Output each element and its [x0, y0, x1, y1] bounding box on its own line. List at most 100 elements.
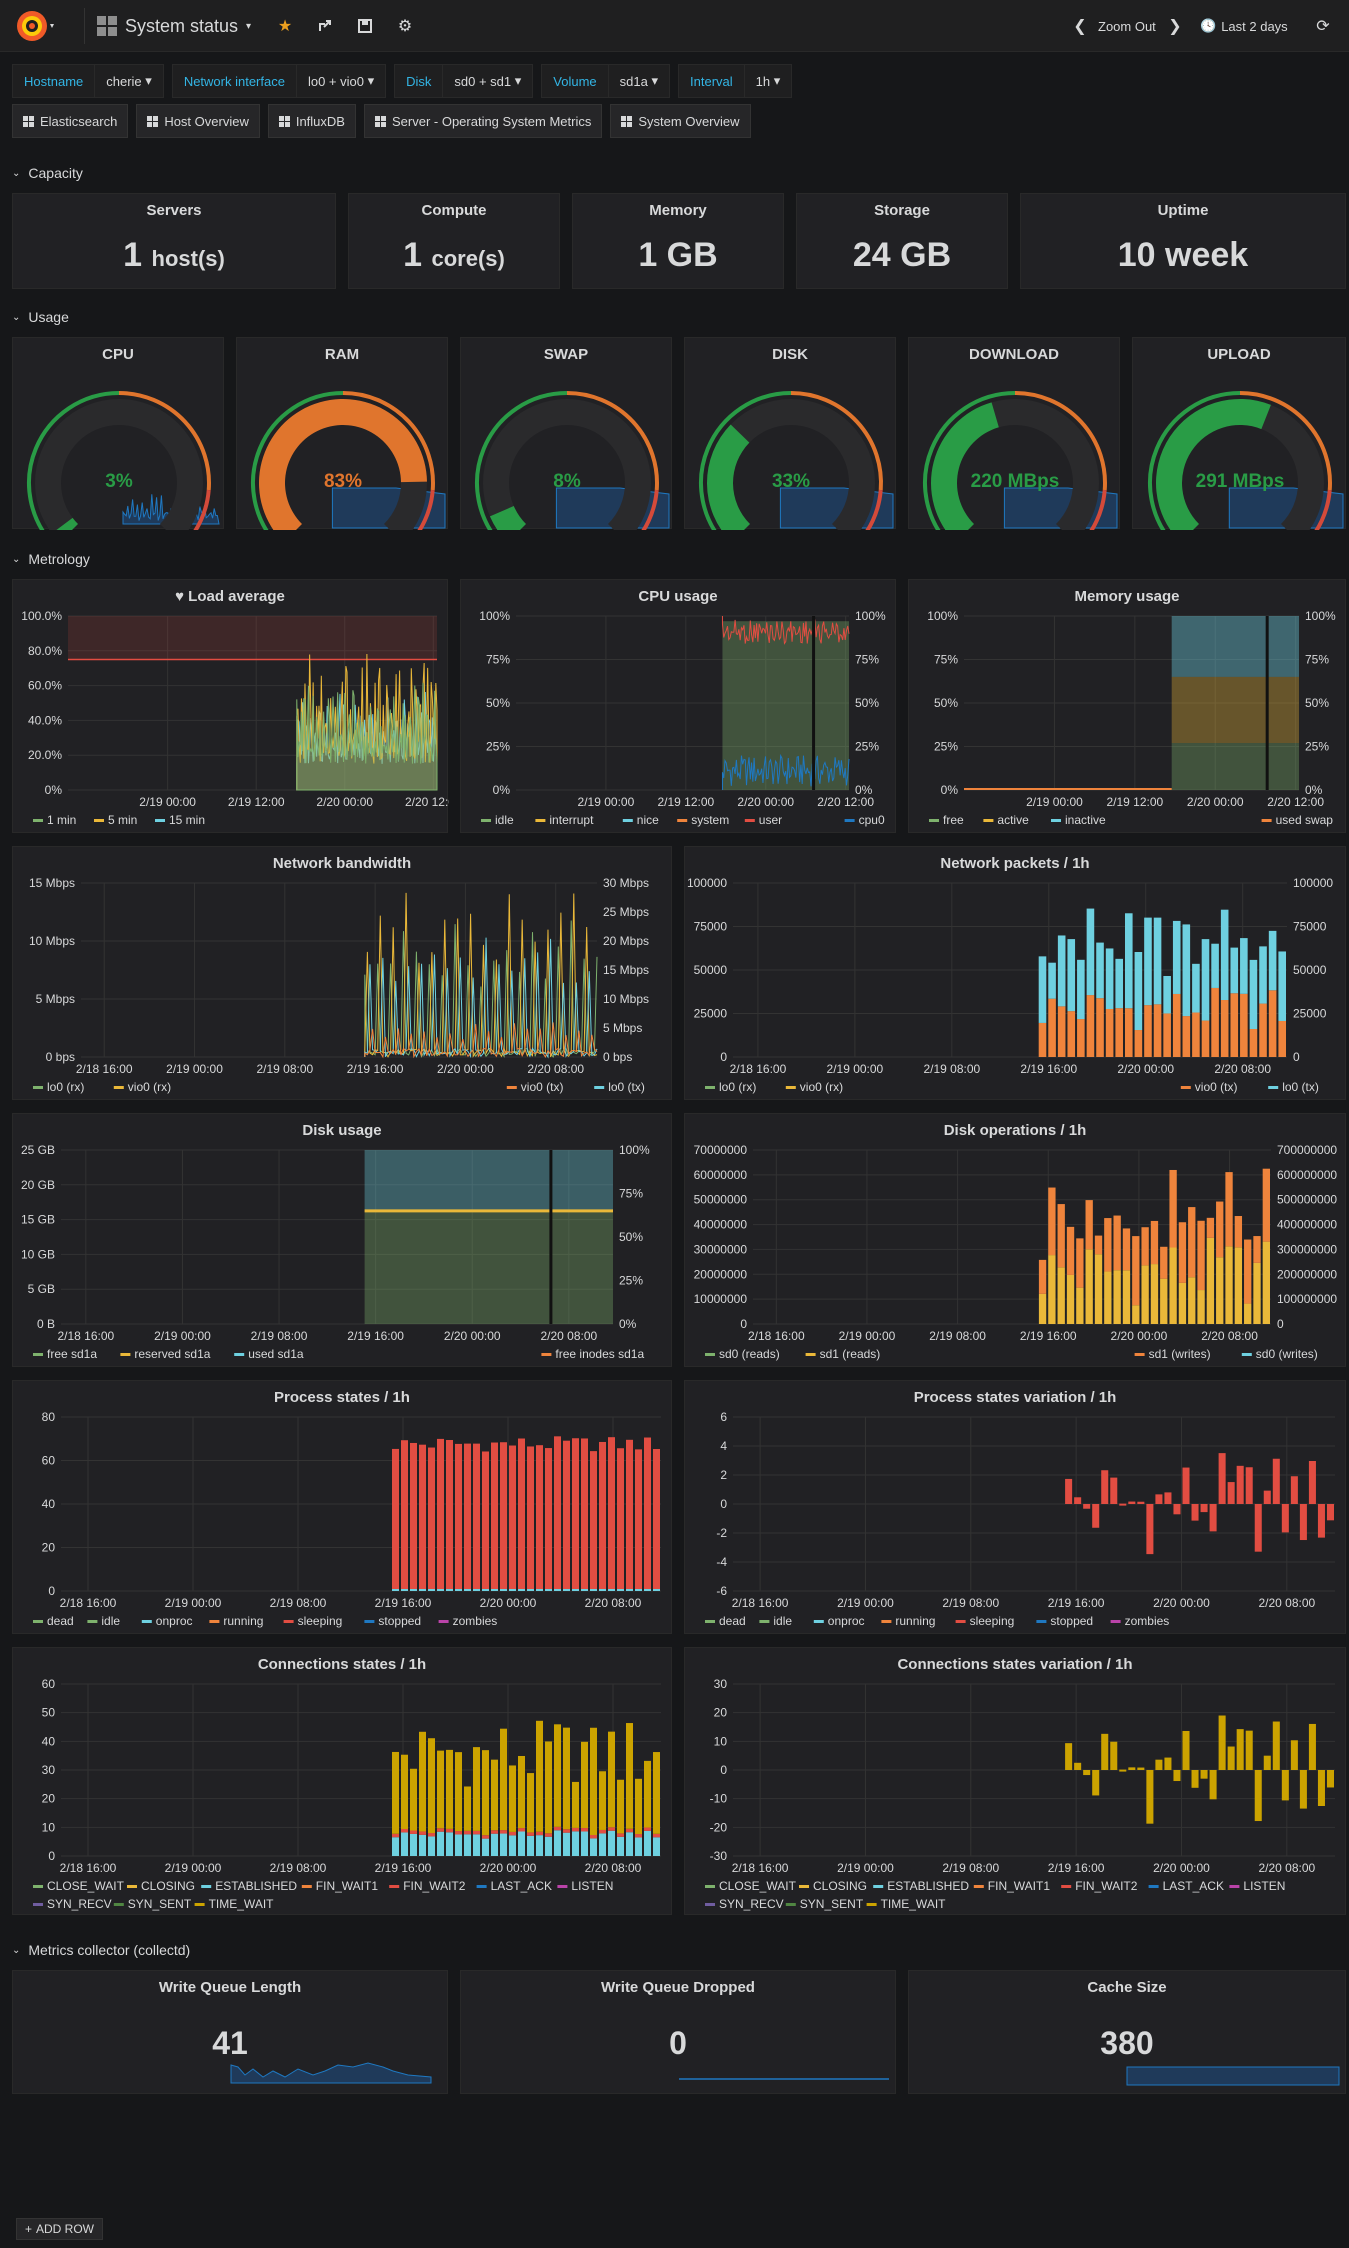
- legend-item[interactable]: sd1 (reads): [820, 1347, 881, 1361]
- legend-item[interactable]: reserved sd1a: [134, 1347, 210, 1361]
- time-range-picker[interactable]: 🕓 Last 2 days: [1200, 12, 1288, 40]
- hostname-select[interactable]: cherie ▾: [95, 64, 164, 98]
- legend-item[interactable]: ESTABLISHED: [887, 1879, 969, 1893]
- legend-item[interactable]: sd1 (writes): [1149, 1347, 1211, 1361]
- legend-item[interactable]: dead: [719, 1614, 746, 1628]
- legend-item[interactable]: lo0 (tx): [1282, 1080, 1319, 1094]
- add-row-button[interactable]: + ADD ROW: [16, 2218, 104, 2240]
- legend-item[interactable]: cpu0: [859, 813, 885, 827]
- volume-select[interactable]: sd1a ▾: [608, 64, 671, 98]
- legend-item[interactable]: TIME_WAIT: [209, 1897, 275, 1911]
- legend-item[interactable]: CLOSE_WAIT: [719, 1879, 797, 1893]
- bar: [455, 1752, 462, 1832]
- link-server-os-metrics[interactable]: Server - Operating System Metrics: [363, 104, 603, 138]
- row-usage[interactable]: ⌄ Usage: [12, 309, 69, 325]
- legend-item[interactable]: nice: [637, 813, 659, 827]
- legend-item[interactable]: interrupt: [549, 813, 594, 827]
- legend-item[interactable]: LAST_ACK: [491, 1879, 552, 1893]
- legend-item[interactable]: FIN_WAIT2: [403, 1879, 466, 1893]
- legend-item[interactable]: CLOSING: [141, 1879, 195, 1893]
- legend-item[interactable]: used sd1a: [248, 1347, 304, 1361]
- legend-item[interactable]: CLOSE_WAIT: [47, 1879, 125, 1893]
- legend-item[interactable]: free sd1a: [47, 1347, 97, 1361]
- disk-select[interactable]: sd0 + sd1 ▾: [443, 64, 534, 98]
- legend-item[interactable]: idle: [773, 1614, 792, 1628]
- legend-item[interactable]: idle: [495, 813, 514, 827]
- legend-item[interactable]: free inodes sd1a: [555, 1347, 644, 1361]
- legend-item[interactable]: sd0 (reads): [719, 1347, 780, 1361]
- legend-item[interactable]: inactive: [1065, 813, 1106, 827]
- legend-item[interactable]: SYN_SENT: [800, 1897, 864, 1911]
- legend-item[interactable]: vio0 (tx): [1195, 1080, 1238, 1094]
- row-metrics-collector[interactable]: ⌄ Metrics collector (collectd): [12, 1942, 191, 1958]
- refresh-icon[interactable]: ⟳: [1316, 18, 1330, 35]
- legend-item[interactable]: dead: [47, 1614, 74, 1628]
- link-elasticsearch[interactable]: Elasticsearch: [12, 104, 129, 138]
- y2-tick-label: 50%: [1305, 696, 1329, 710]
- panel-gauge-disk: DISK 33%: [684, 337, 896, 530]
- legend-item[interactable]: 15 min: [169, 813, 205, 827]
- legend-item[interactable]: active: [997, 813, 1029, 827]
- legend-item[interactable]: sleeping: [970, 1614, 1015, 1628]
- legend-item[interactable]: SYN_SENT: [128, 1897, 192, 1911]
- legend-item[interactable]: user: [759, 813, 782, 827]
- legend-item[interactable]: stopped: [1050, 1614, 1093, 1628]
- legend-item[interactable]: ESTABLISHED: [215, 1879, 297, 1893]
- legend-item[interactable]: 1 min: [47, 813, 76, 827]
- legend-item[interactable]: zombies: [1125, 1614, 1170, 1628]
- legend-item[interactable]: lo0 (tx): [608, 1080, 645, 1094]
- legend-item[interactable]: zombies: [453, 1614, 498, 1628]
- legend-item[interactable]: running: [895, 1614, 935, 1628]
- legend-item[interactable]: onproc: [156, 1614, 193, 1628]
- legend-item[interactable]: LAST_ACK: [1163, 1879, 1224, 1893]
- legend-item[interactable]: FIN_WAIT1: [988, 1879, 1051, 1893]
- grafana-logo-menu[interactable]: [12, 8, 56, 44]
- row-capacity[interactable]: ⌄ Capacity: [12, 165, 83, 181]
- series-group: [392, 1436, 660, 1591]
- link-influxdb[interactable]: InfluxDB: [267, 104, 356, 138]
- share-icon[interactable]: [310, 12, 340, 40]
- chevron-left-icon[interactable]: ❮: [1073, 18, 1087, 35]
- legend-item[interactable]: onproc: [828, 1614, 865, 1628]
- legend-item[interactable]: vio0 (rx): [800, 1080, 843, 1094]
- dashboard-title-menu[interactable]: System status ▾: [84, 8, 251, 44]
- legend-item[interactable]: LISTEN: [571, 1879, 613, 1893]
- legend-swatch: [594, 1086, 605, 1089]
- link-host-overview[interactable]: Host Overview: [136, 104, 260, 138]
- y-tick-label: 20 GB: [21, 1178, 55, 1192]
- legend-item[interactable]: CLOSING: [813, 1879, 867, 1893]
- legend-item[interactable]: FIN_WAIT2: [1075, 1879, 1138, 1893]
- legend-item[interactable]: free: [943, 813, 964, 827]
- legend-item[interactable]: LISTEN: [1243, 1879, 1285, 1893]
- legend-item[interactable]: stopped: [378, 1614, 421, 1628]
- legend-item[interactable]: TIME_WAIT: [881, 1897, 947, 1911]
- legend-item[interactable]: idle: [101, 1614, 120, 1628]
- y-tick-label: 6: [720, 1410, 727, 1424]
- legend-item[interactable]: used swap: [1276, 813, 1334, 827]
- legend-item[interactable]: vio0 (rx): [128, 1080, 171, 1094]
- legend-item[interactable]: lo0 (rx): [719, 1080, 756, 1094]
- legend-item[interactable]: running: [223, 1614, 263, 1628]
- link-system-overview[interactable]: System Overview: [610, 104, 751, 138]
- legend-item[interactable]: sd0 (writes): [1256, 1347, 1318, 1361]
- legend-swatch: [506, 1086, 517, 1089]
- interval-select[interactable]: 1h ▾: [744, 64, 793, 98]
- legend-item[interactable]: SYN_RECV: [47, 1897, 112, 1911]
- legend-item[interactable]: vio0 (tx): [521, 1080, 564, 1094]
- settings-gear-icon[interactable]: ⚙: [397, 18, 413, 35]
- network-interface-select[interactable]: lo0 + vio0 ▾: [296, 64, 387, 98]
- save-icon[interactable]: [350, 12, 380, 40]
- legend-item[interactable]: system: [691, 813, 729, 827]
- legend-item[interactable]: sleeping: [298, 1614, 343, 1628]
- bar: [1122, 1270, 1131, 1324]
- legend-swatch: [983, 819, 994, 822]
- legend-item[interactable]: lo0 (rx): [47, 1080, 84, 1094]
- legend-item[interactable]: FIN_WAIT1: [316, 1879, 379, 1893]
- legend-swatch: [33, 1620, 43, 1623]
- star-icon[interactable]: ★: [277, 18, 293, 35]
- row-metrology[interactable]: ⌄ Metrology: [12, 551, 90, 567]
- legend-item[interactable]: SYN_RECV: [719, 1897, 784, 1911]
- chevron-right-icon[interactable]: ❯: [1168, 18, 1182, 35]
- legend-item[interactable]: 5 min: [108, 813, 137, 827]
- zoom-out-button[interactable]: Zoom Out: [1098, 18, 1156, 34]
